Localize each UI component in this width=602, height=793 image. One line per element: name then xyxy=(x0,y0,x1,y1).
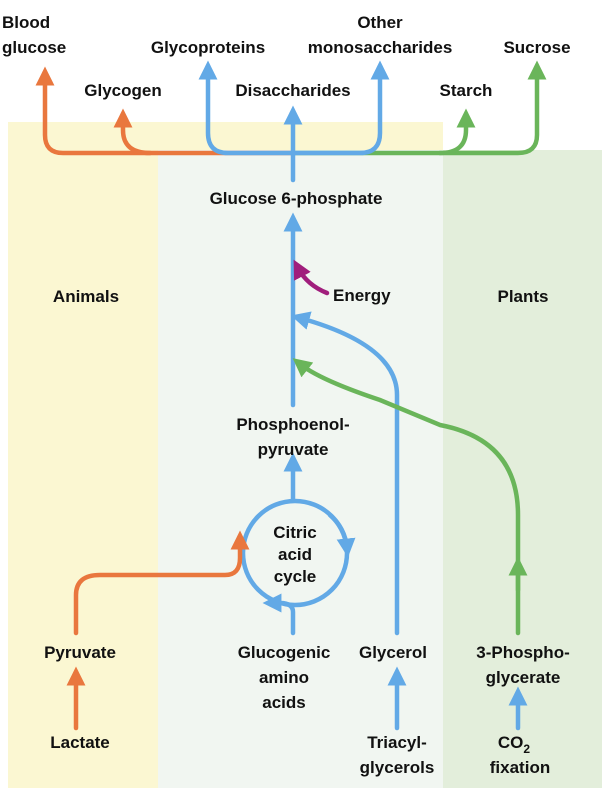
citric-acid-cycle-label-2: acid xyxy=(278,545,312,564)
arrow-to-glycogen xyxy=(113,108,153,156)
energy-arrow xyxy=(293,259,330,296)
citric-acid-cycle-label-1: Citric xyxy=(273,523,316,542)
arrow-to-blood-glucose xyxy=(35,66,296,156)
glycoproteins-label: Glycoproteins xyxy=(151,38,265,57)
arrow-to-other-monosaccharides xyxy=(290,60,390,156)
other-monosaccharides-label-1: Other xyxy=(357,13,403,32)
arrow-phosphoglycerate-to-trunk xyxy=(292,358,521,636)
phosphoglycerate-label-2: glycerate xyxy=(486,668,561,687)
arrow-to-glycoproteins xyxy=(198,60,296,156)
arrow-pyruvate-to-cycle xyxy=(73,530,250,636)
glucose-6-phosphate-label: Glucose 6-phosphate xyxy=(210,189,383,208)
arrow-to-starch xyxy=(437,108,476,156)
cycle-arrow xyxy=(327,512,356,558)
blood-glucose-label-2: glucose xyxy=(2,38,66,57)
sucrose-label: Sucrose xyxy=(503,38,570,57)
animals-label: Animals xyxy=(53,287,119,306)
phosphoglycerate-label-1: 3-Phospho- xyxy=(476,643,570,662)
triacylglycerols-label-1: Triacyl- xyxy=(367,733,427,752)
arrow-glycerol-to-trunk xyxy=(290,311,400,636)
glucogenic-amino-acids-label-2: amino xyxy=(259,668,309,687)
pyruvate-label: Pyruvate xyxy=(44,643,116,662)
phosphoenolpyruvate-label-2: pyruvate xyxy=(258,440,329,459)
other-monosaccharides-label-2: monosaccharides xyxy=(308,38,453,57)
disaccharides-label: Disaccharides xyxy=(235,81,350,100)
starch-label: Starch xyxy=(440,81,493,100)
glucogenic-amino-acids-label-1: Glucogenic xyxy=(238,643,331,662)
lactate-label: Lactate xyxy=(50,733,110,752)
co2-fixation-label-2: fixation xyxy=(490,758,550,777)
glucogenic-amino-acids-label-3: acids xyxy=(262,693,305,712)
co2-main: CO xyxy=(498,733,524,752)
glycogen-label: Glycogen xyxy=(84,81,161,100)
glycerol-label: Glycerol xyxy=(359,643,427,662)
co2-fixation-label-1: CO2 xyxy=(498,733,531,756)
energy-label: Energy xyxy=(333,286,391,305)
plants-region xyxy=(440,150,602,788)
triacylglycerols-label-2: glycerols xyxy=(360,758,435,777)
plants-label: Plants xyxy=(497,287,548,306)
citric-acid-cycle-label-3: cycle xyxy=(274,567,317,586)
phosphoenolpyruvate-label-1: Phosphoenol- xyxy=(236,415,349,434)
blood-glucose-label-1: Blood xyxy=(2,13,50,32)
arrow-amino-acids-to-cycle xyxy=(262,593,296,636)
arrow-to-sucrose xyxy=(290,60,547,156)
co2-subscript: 2 xyxy=(523,742,530,756)
